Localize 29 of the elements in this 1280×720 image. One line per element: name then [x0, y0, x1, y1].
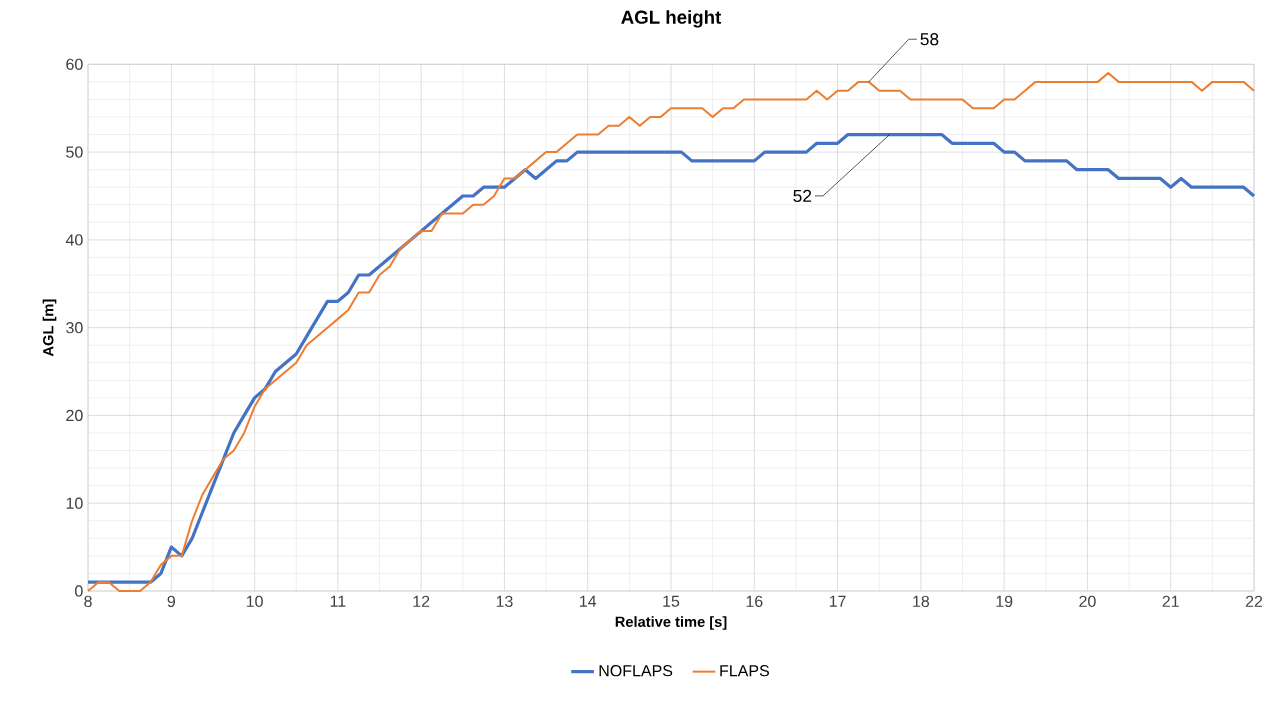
legend-label: FLAPS: [720, 665, 769, 677]
x-tick-label: 20: [1079, 595, 1096, 608]
x-tick-label: 16: [746, 595, 763, 608]
x-tick-label: 13: [496, 595, 513, 608]
y-tick-label: 60: [66, 58, 83, 70]
y-tick-label: 30: [66, 322, 83, 334]
y-tick-label: 10: [66, 497, 83, 509]
x-tick-label: 14: [580, 595, 597, 607]
x-tick-label: 21: [1162, 595, 1179, 607]
y-tick-label: 0: [75, 585, 83, 597]
x-tick-label: 9: [167, 595, 175, 608]
x-tick-label: 19: [996, 595, 1013, 608]
x-tick-label: 15: [663, 595, 680, 607]
x-tick-label: 18: [913, 595, 930, 608]
legend-label: NOFLAPS: [599, 665, 673, 677]
x-tick-label: 12: [413, 595, 430, 607]
x-axis-title: Relative time [s]: [615, 616, 727, 630]
y-axis-title: AGL [m]: [42, 299, 57, 357]
x-tick-label: 17: [829, 595, 846, 607]
y-tick-label: 50: [66, 146, 83, 158]
x-tick-label: 22: [1245, 595, 1263, 607]
y-tick-label: 20: [66, 409, 83, 422]
annotation: 52: [793, 189, 812, 203]
annotation: 58: [920, 33, 939, 46]
y-tick-label: 40: [65, 234, 83, 246]
chart-title: AGL height: [621, 10, 722, 28]
x-tick-label: 10: [246, 595, 263, 608]
x-tick-label: 8: [84, 595, 92, 608]
x-tick-label: 11: [330, 595, 346, 607]
